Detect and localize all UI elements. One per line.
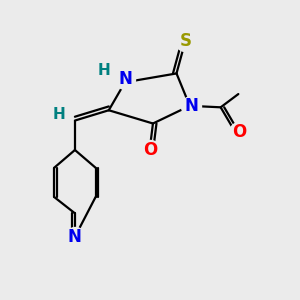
Text: N: N [118, 70, 132, 88]
Text: S: S [179, 32, 191, 50]
Text: N: N [68, 228, 82, 246]
Text: N: N [184, 97, 198, 115]
Text: H: H [98, 63, 111, 78]
Text: H: H [52, 107, 65, 122]
Text: O: O [143, 141, 157, 159]
Text: O: O [232, 123, 246, 141]
